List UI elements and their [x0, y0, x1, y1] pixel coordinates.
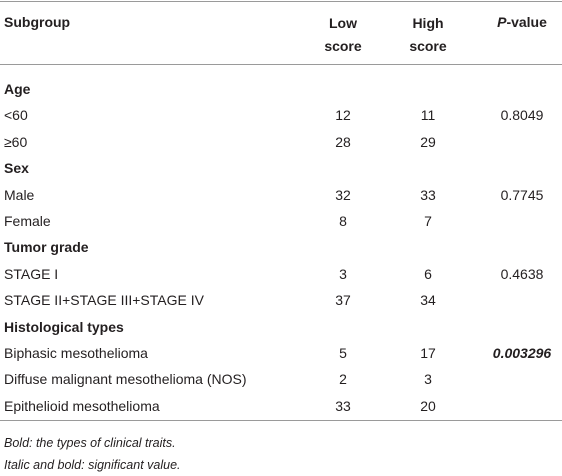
high-score: 20: [420, 397, 436, 414]
top-rule: [0, 1, 562, 2]
low-score: 37: [335, 292, 351, 309]
row-label: STAGE I: [4, 265, 59, 282]
high-score: 17: [420, 345, 436, 361]
p-value: 0.7745: [500, 186, 544, 203]
row-label: Male: [4, 186, 35, 203]
high-score: 6: [424, 265, 432, 282]
low-score: 32: [335, 186, 351, 203]
header-rule: [0, 64, 562, 65]
low-score: 3: [339, 265, 347, 282]
high-score: 11: [420, 107, 436, 124]
row-label: Epithelioid mesothelioma: [4, 397, 160, 414]
header-p-italic: P: [497, 14, 507, 30]
low-score: 8: [339, 213, 347, 229]
row-label: STAGE II+STAGE III+STAGE IV: [4, 292, 204, 309]
row-label: Biphasic mesothelioma: [4, 345, 148, 361]
p-value: 0.8049: [500, 107, 544, 124]
high-score: 34: [420, 292, 436, 309]
row-label: Female: [4, 213, 51, 229]
row-label: Diffuse malignant mesothelioma (NOS): [4, 371, 247, 388]
group-title: Sex: [4, 160, 29, 177]
high-score: 7: [424, 213, 432, 229]
group-title: Histological types: [4, 318, 124, 335]
group-title: Age: [4, 81, 31, 97]
p-value: 0.4638: [500, 265, 544, 282]
low-score: 5: [339, 345, 347, 361]
low-score: 2: [339, 371, 347, 388]
low-score: 12: [335, 107, 351, 124]
footnote: Italic and bold: significant value.: [4, 458, 181, 472]
header-subgroup: Subgroup: [4, 14, 71, 30]
row-label: <60: [4, 107, 28, 124]
low-score: 33: [335, 397, 351, 414]
header-high: High score: [409, 15, 447, 54]
header-low: Low score: [324, 15, 362, 54]
header-p-rest: -value: [506, 14, 547, 30]
high-score: 3: [424, 371, 432, 388]
row-label: ≥60: [4, 133, 28, 150]
low-score: 28: [335, 133, 351, 150]
bottom-rule: [0, 420, 562, 421]
high-score: 29: [420, 133, 436, 150]
header-p: P-value: [497, 12, 547, 32]
p-value: 0.003296: [492, 345, 552, 361]
high-score: 33: [420, 186, 436, 203]
group-title: Tumor grade: [4, 239, 89, 256]
footnote: Bold: the types of clinical traits.: [4, 436, 176, 450]
